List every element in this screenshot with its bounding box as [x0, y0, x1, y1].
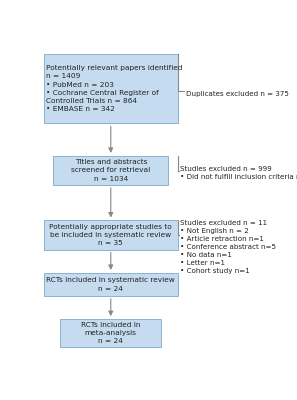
Text: Duplicates excluded n = 375: Duplicates excluded n = 375 — [186, 90, 288, 96]
Text: Studies excluded n = 11
• Not English n = 2
• Article retraction n=1
• Conferenc: Studies excluded n = 11 • Not English n … — [180, 220, 276, 274]
FancyBboxPatch shape — [44, 220, 178, 250]
Text: Studies excluded n = 999
• Did not fulfill inclusion criteria n = 999: Studies excluded n = 999 • Did not fulfi… — [180, 166, 297, 180]
Text: Potentially appropriate studies to
be included in systematic review
n = 35: Potentially appropriate studies to be in… — [49, 224, 172, 246]
Text: RCTs included in
meta-analysis
n = 24: RCTs included in meta-analysis n = 24 — [81, 322, 140, 344]
Text: Potentially relevant papers identified
n = 1409
• PubMed n = 203
• Cochrane Cent: Potentially relevant papers identified n… — [46, 65, 183, 112]
Text: RCTs included in systematic review
n = 24: RCTs included in systematic review n = 2… — [46, 277, 175, 292]
FancyBboxPatch shape — [44, 54, 178, 124]
Text: Titles and abstracts
screened for retrieval
n = 1034: Titles and abstracts screened for retrie… — [71, 159, 150, 182]
FancyBboxPatch shape — [60, 319, 162, 347]
FancyBboxPatch shape — [53, 156, 168, 185]
FancyBboxPatch shape — [44, 273, 178, 296]
